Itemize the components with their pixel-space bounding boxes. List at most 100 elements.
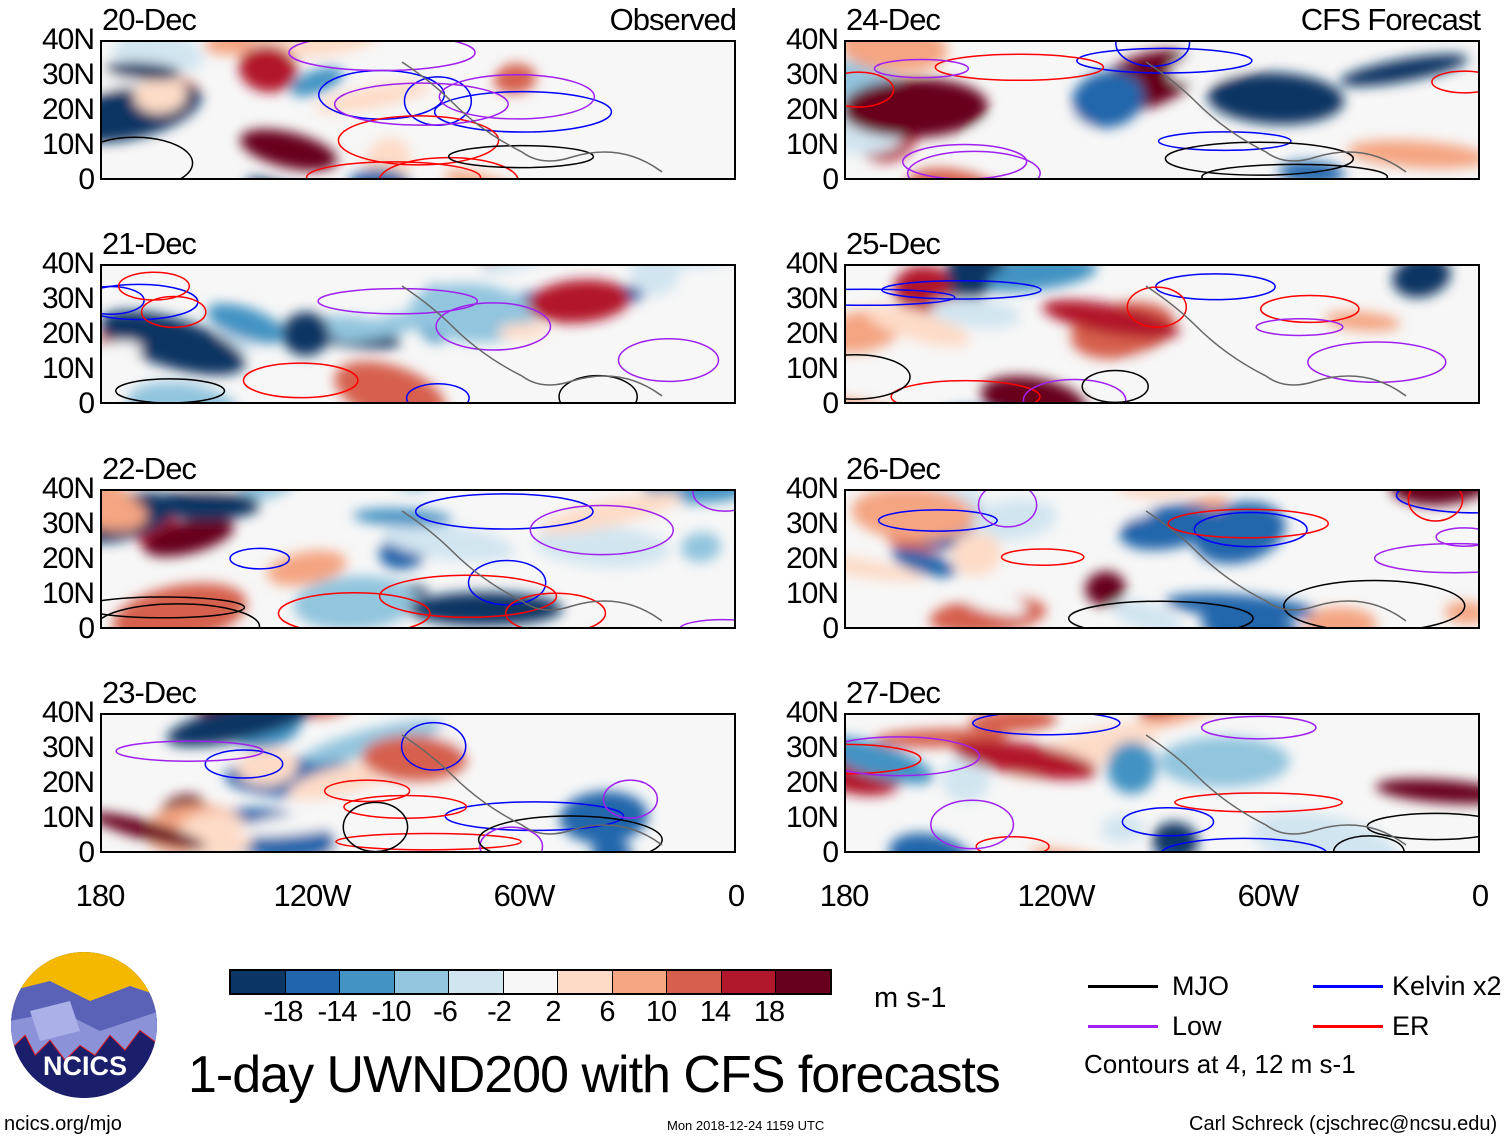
figure-title: 1-day UWND200 with CFS forecasts	[188, 1046, 1001, 1104]
footer-url[interactable]: ncics.org/mjo	[4, 1113, 122, 1135]
y-tick-label: 20N	[785, 542, 839, 575]
colorbar-tick-label: 6	[599, 996, 615, 1028]
contour-line	[1126, 286, 1188, 328]
contour-line	[846, 743, 922, 775]
colorbar-tick-label: -18	[263, 996, 304, 1028]
ncics-logo: NCICS	[11, 952, 157, 1098]
contour-line	[467, 559, 547, 606]
contour-line	[288, 42, 476, 72]
colorbar-swatch	[503, 971, 558, 993]
contour-line	[337, 115, 500, 166]
coastline	[401, 734, 663, 846]
contour-line	[1200, 715, 1317, 740]
y-tick-label: 10N	[785, 801, 839, 834]
colorbar-swatch	[394, 971, 449, 993]
panel-date: 20-Dec	[102, 2, 197, 37]
contour-line	[1373, 542, 1478, 574]
contour-line	[435, 302, 552, 351]
contour-line	[447, 144, 595, 169]
contour-line	[1307, 341, 1447, 384]
contour-line	[846, 71, 895, 108]
contour-line	[433, 90, 613, 133]
y-tick-label: 10N	[41, 352, 95, 385]
y-tick-label: 0	[822, 163, 839, 196]
contour-line	[115, 740, 264, 763]
contour-line	[1167, 508, 1330, 539]
contour-line	[529, 504, 675, 556]
coastline	[1145, 285, 1407, 397]
wind-shading	[846, 42, 1478, 178]
contour-line	[117, 271, 191, 301]
wind-shading	[846, 266, 1451, 402]
colorbar-swatch	[721, 971, 776, 993]
contour-line	[102, 285, 145, 315]
contour-line	[1157, 131, 1292, 152]
y-tick-label: 40N	[41, 472, 95, 505]
colorbar-tick-label: -14	[317, 996, 358, 1028]
contour-line	[242, 362, 359, 399]
contour-line	[1154, 273, 1276, 301]
contour-line	[934, 53, 1105, 82]
contour-line	[1431, 70, 1478, 94]
contour-line	[1161, 837, 1327, 851]
colorbar-tick-label: -2	[487, 996, 512, 1028]
y-tick-label: 40N	[41, 247, 95, 280]
contour-line	[692, 491, 734, 512]
coastline	[401, 510, 663, 622]
contour-line	[335, 832, 522, 851]
y-tick-label: 30N	[41, 58, 95, 91]
contour-line	[846, 736, 981, 777]
panel-date: 23-Dec	[102, 675, 197, 710]
contour-line	[479, 826, 544, 851]
y-tick-label: 0	[78, 836, 95, 869]
contour-line	[342, 801, 409, 851]
colorbar-tick-label: 2	[545, 996, 561, 1028]
contour-line	[679, 618, 734, 627]
contour-line	[972, 715, 1121, 736]
contour-line	[400, 721, 467, 771]
y-tick-label: 10N	[785, 352, 839, 385]
coastline	[1145, 734, 1407, 846]
contour-line	[140, 295, 207, 329]
legend-mjo-line	[1088, 985, 1158, 988]
contour-line	[1255, 318, 1344, 337]
colorbar-swatch	[776, 971, 830, 993]
wind-shading	[102, 491, 734, 627]
wind-shading	[102, 42, 537, 178]
panel-date: 22-Dec	[102, 451, 197, 486]
y-tick-label: 10N	[785, 128, 839, 161]
y-tick-label: 20N	[785, 93, 839, 126]
contour-line	[617, 338, 720, 383]
contour-line	[1076, 47, 1253, 74]
contour-line	[229, 547, 291, 570]
panel-corner-label: Observed	[609, 2, 737, 37]
y-tick-label: 0	[822, 836, 839, 869]
y-tick-label: 30N	[785, 58, 839, 91]
y-tick-label: 10N	[41, 128, 95, 161]
x-tick-label: 60W	[493, 878, 556, 913]
legend-kelvin: Kelvin x2	[1392, 971, 1502, 1001]
y-tick-label: 30N	[41, 507, 95, 540]
y-tick-label: 20N	[785, 317, 839, 350]
legend-low-line	[1088, 1025, 1158, 1028]
contour-line	[378, 574, 558, 618]
y-tick-label: 20N	[41, 766, 95, 799]
contour-line	[317, 287, 479, 315]
contour-line	[477, 815, 663, 851]
legend-er-line	[1313, 1025, 1383, 1028]
contour-line	[1435, 527, 1478, 547]
y-tick-label: 30N	[785, 507, 839, 540]
y-tick-label: 10N	[41, 801, 95, 834]
contour-line	[405, 382, 470, 402]
colorbar-tick-label: 18	[753, 996, 785, 1028]
map-panel-20-Dec	[100, 40, 736, 180]
contour-line	[1193, 511, 1308, 548]
y-tick-label: 40N	[41, 23, 95, 56]
contour-line	[1259, 294, 1360, 324]
colorbar-tick-label: -10	[371, 996, 412, 1028]
y-tick-label: 40N	[785, 472, 839, 505]
contour-line	[1000, 548, 1085, 566]
x-tick-label: 180	[75, 878, 126, 913]
footer-timestamp: Mon 2018-12-24 1159 UTC	[667, 1118, 825, 1133]
wind-shading	[846, 715, 1478, 851]
